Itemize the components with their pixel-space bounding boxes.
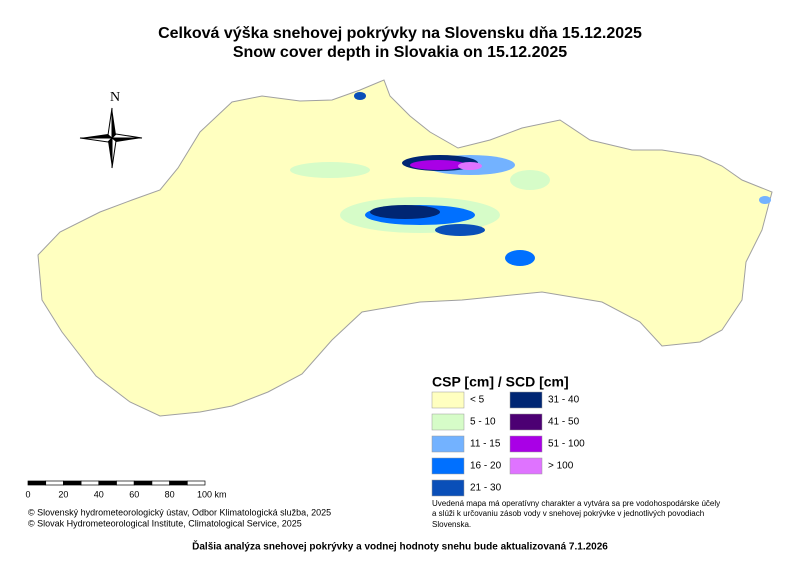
- scale-segment: [186, 480, 206, 486]
- credit: © Slovak Hydrometeorological Institute, …: [28, 518, 302, 528]
- legend-label: < 5: [470, 395, 485, 406]
- snow-patch: [510, 170, 550, 190]
- snow-patch: [370, 205, 440, 219]
- scale-segment: [27, 480, 47, 486]
- scale-label: 80: [165, 489, 175, 499]
- legend-swatch: [431, 479, 465, 497]
- scale-segment: [133, 480, 153, 486]
- note-line: Uvedená mapa má operatívny charakter a v…: [432, 499, 720, 508]
- scale-segment: [98, 480, 117, 486]
- legend-swatch: [509, 391, 543, 409]
- legend-label: 11 - 15: [470, 439, 501, 450]
- legend-swatch: [509, 457, 543, 475]
- snow-patch: [290, 162, 370, 178]
- snow-areas: [290, 92, 771, 266]
- legend-swatch: [431, 413, 465, 431]
- scale-segment: [45, 480, 64, 486]
- legend-title: CSP [cm] / SCD [cm]: [432, 374, 569, 390]
- credit: © Slovenský hydrometeorologický ústav, O…: [28, 507, 331, 517]
- legend-label: 16 - 20: [470, 461, 502, 472]
- legend-label: 51 - 100: [548, 439, 585, 450]
- footer: Ďalšia analýza snehovej pokrývky a vodne…: [192, 540, 608, 553]
- scale-bar: 0 20 40 60 80 100 km: [25, 480, 227, 499]
- legend-swatch: [431, 435, 465, 453]
- legend-swatch: [431, 457, 465, 475]
- scale-segment: [80, 480, 100, 486]
- north-arrow: N: [79, 90, 143, 169]
- country-outline: [37, 79, 773, 417]
- scale-segment: [63, 480, 82, 486]
- legend-label: 31 - 40: [548, 395, 580, 406]
- legend-swatch: [509, 413, 543, 431]
- snow-patch: [458, 162, 482, 170]
- scale-segment: [151, 480, 170, 486]
- scale-segment: [116, 480, 135, 486]
- legend-label: 21 - 30: [470, 483, 502, 494]
- snow-patch: [435, 224, 485, 236]
- snow-patch: [759, 196, 771, 204]
- snow-patch: [410, 160, 466, 170]
- scale-segment: [169, 480, 188, 486]
- legend-swatch: [431, 391, 465, 409]
- scale-label: 40: [94, 489, 104, 499]
- scale-label: 20: [58, 489, 68, 499]
- snow-patch: [354, 92, 366, 100]
- note-line: Slovenska.: [432, 520, 471, 529]
- title-en: Snow cover depth in Slovakia on 15.12.20…: [233, 44, 567, 61]
- scale-label: 100 km: [197, 489, 227, 499]
- scale-label: 0: [25, 489, 30, 499]
- north-label: N: [110, 90, 120, 105]
- note-line: a slúži k určovaniu zásob vody v snehove…: [432, 509, 704, 518]
- legend-label: > 100: [548, 461, 574, 472]
- title-sk: Celková výška snehovej pokrývky na Slove…: [158, 25, 642, 42]
- legend-label: 41 - 50: [548, 417, 580, 428]
- legend-label: 5 - 10: [470, 417, 496, 428]
- scale-label: 60: [129, 489, 139, 499]
- legend-swatch: [509, 435, 543, 453]
- legend: < 5 5 - 10 11 - 15 16 - 20 21 - 30 31 - 40 41 …: [431, 391, 585, 497]
- snow-patch: [505, 250, 535, 266]
- map: [37, 79, 773, 417]
